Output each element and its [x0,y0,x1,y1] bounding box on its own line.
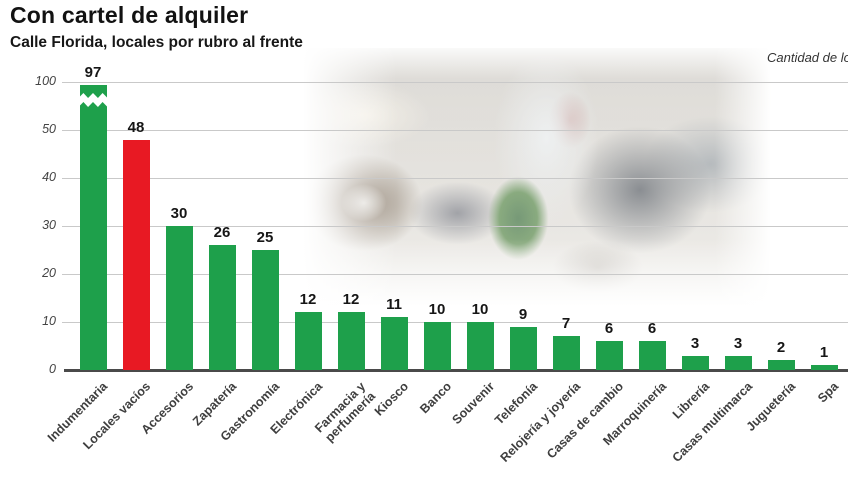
bar [767,360,795,370]
bar [122,139,150,370]
bar-value-label: 9 [518,305,528,323]
bar-value-label: 3 [690,334,700,352]
bar-value-label: 6 [647,320,657,338]
gridline [62,178,848,179]
bar [595,341,623,370]
unit-note-label: Cantidad de locales [767,50,848,65]
bar-value-label: 25 [256,229,274,246]
gridline [62,226,848,227]
bar [294,312,322,370]
bar [552,336,580,370]
bar [423,322,451,370]
chart-subtitle: Calle Florida, locales por rubro al fren… [10,34,303,51]
bar-value-label: 26 [213,224,231,242]
bar-value-label: 48 [127,118,145,136]
bar-value-label: 10 [471,301,489,318]
bar-value-label: 12 [299,291,317,309]
bar-value-label: 97 [84,63,102,81]
gridline [62,82,848,83]
bar [208,245,236,370]
bar [509,326,537,370]
y-tick-label: 40 [42,170,56,184]
gridline [62,130,848,131]
bar-value-label: 12 [342,291,360,309]
y-tick-label: 0 [49,362,56,376]
bar-value-label: 2 [776,339,786,357]
y-tick-label: 30 [42,218,56,232]
gridline [62,322,848,323]
bar [251,250,279,370]
bar [466,322,494,370]
bar-value-label: 7 [561,315,571,333]
bar [79,84,107,370]
bar [681,355,709,370]
chart-title: Con cartel de alquiler [10,2,249,28]
bar [337,312,365,370]
bar [380,317,408,370]
bar-value-label: 1 [819,344,829,362]
y-tick-label: 50 [42,122,56,136]
bar [724,355,752,370]
bar-value-label: 10 [428,301,446,318]
bar-value-label: 6 [604,320,614,338]
bar-value-label: 30 [170,205,188,222]
bar [810,365,838,370]
gridline [62,274,848,275]
bar-value-label: 11 [386,296,402,314]
y-tick-label: 100 [35,74,56,88]
bar [638,341,666,370]
street-photo [303,48,771,306]
y-tick-label: 20 [42,266,56,280]
bar-value-label: 3 [733,334,743,352]
x-axis-baseline [64,369,848,372]
bar [165,226,193,370]
axis-break-marker [78,93,108,107]
y-tick-label: 10 [42,314,56,328]
